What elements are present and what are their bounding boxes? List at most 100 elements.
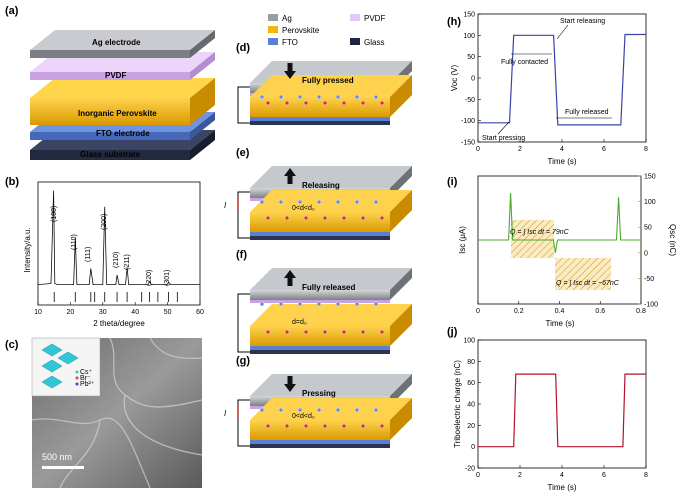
legend-br: Br⁻ (80, 375, 91, 382)
positive-charge (379, 215, 385, 221)
voc-ytick-label: -50 (465, 97, 475, 104)
qsc-ytick-label: -50 (644, 276, 654, 283)
isc-ticks: 0 0.2 0.4 0.6 0.8-100 -50 0 50 100 150 (476, 174, 658, 316)
negative-charge (259, 94, 265, 100)
arrow-down-icon-g (284, 376, 296, 392)
fto-swatch (268, 38, 278, 45)
glass-substrate-label: Glass substrate (80, 150, 141, 159)
charge-ytick-label: 80 (467, 359, 475, 366)
positive-charge (265, 329, 271, 335)
charge-xtick-label: 0 (476, 472, 480, 479)
pvdf-layer-front (30, 72, 190, 80)
negative-charge (373, 407, 379, 413)
arrow-up-icon-f (284, 270, 296, 286)
fto-strip-d (250, 117, 390, 121)
glass-layer-side (190, 130, 215, 160)
perovskite-block-g-front (250, 420, 390, 440)
negative-charge (335, 301, 341, 307)
charge-ylabel: Triboelectric charge (nC) (453, 360, 462, 448)
voc-xtick-label: 0 (476, 146, 480, 153)
negative-charge (354, 94, 360, 100)
pb-dot-icon (75, 382, 79, 386)
state-label-e: Releasing (302, 181, 340, 190)
perovskite-block-e-front (250, 212, 390, 232)
arrow-down-icon-d (284, 63, 296, 79)
current-label-g: I (224, 409, 227, 418)
panel-d-label: (d) (236, 42, 250, 54)
xrd-xtick-label: 60 (196, 309, 204, 316)
fully-contacted-label: Fully contacted (501, 59, 548, 66)
fto-layer-side (190, 112, 215, 140)
positive-charge (360, 100, 366, 106)
negative-charge (297, 94, 303, 100)
panel-i-label: (i) (447, 176, 458, 188)
positive-charge (322, 329, 328, 335)
positive-charge (322, 423, 328, 429)
negative-charge (278, 301, 284, 307)
scale-bar-label: 500 nm (42, 452, 72, 462)
negative-charge (259, 199, 265, 205)
ag-block-f-side (390, 268, 412, 300)
glass-strip-d (250, 121, 390, 125)
isc-xtick-label: 0.2 (514, 308, 524, 315)
qsc-ytick-label: 50 (644, 225, 652, 232)
perovskite-block-d-side (390, 75, 412, 117)
perovskite-block-g-side (390, 398, 412, 440)
negative-charge (297, 301, 303, 307)
legend-glass: Glass (364, 38, 384, 47)
glass-layer-front (30, 150, 190, 160)
external-circuit-d (237, 86, 250, 124)
qsc-ytick-label: -100 (644, 302, 658, 309)
sem-grain-boundaries (31, 337, 203, 489)
gap-label-g: 0<d<d₀ (292, 413, 315, 420)
start-pressing-arrow (497, 121, 510, 135)
panel-c: (c) Cs⁺ Br⁻ Pb²⁺ 500 nm (5, 337, 203, 489)
negative-charge (373, 199, 379, 205)
ag-electrode-label: Ag electrode (92, 38, 141, 47)
peak-111: (111) (85, 247, 92, 262)
charge-frame (477, 339, 647, 469)
positive-charge (360, 215, 366, 221)
perovskite-block-f-front (250, 326, 390, 346)
negative-charge (316, 301, 322, 307)
integral-negative: Q = ∫ Isc dt = −67nC (556, 280, 620, 287)
pvdf-strip-f (250, 300, 390, 303)
charge-xlabel: Time (s) (547, 483, 576, 492)
start-releasing-label: Start releasing (560, 18, 605, 25)
peak-100: (100) (51, 206, 58, 222)
voc-ytick-label: -150 (461, 140, 475, 147)
ag-swatch (268, 14, 278, 21)
voc-ytick-label: -100 (461, 118, 475, 125)
perovskite-block-e-top (250, 190, 412, 212)
charge-area-positive (511, 220, 554, 258)
external-circuit-e (237, 191, 250, 239)
voc-xlabel: Time (s) (547, 157, 576, 166)
positive-charge (265, 423, 271, 429)
xrd-xtick-label: 40 (131, 309, 139, 316)
negative-charge (373, 301, 379, 307)
positive-charge (341, 215, 347, 221)
start-releasing-arrow (556, 24, 569, 40)
xrd-ylabel: Intensity/a.u. (23, 227, 32, 272)
positive-charge (303, 423, 309, 429)
positive-charge (322, 215, 328, 221)
positive-charge (360, 423, 366, 429)
panel-j-label: (j) (447, 326, 458, 338)
xrd-xticks: 10 20 30 40 50 60 (34, 302, 204, 316)
isc-curve (478, 193, 641, 253)
panel-h: (h) Voc (V) Time (s) 0 2 4 6 8 -150 -100 -50 0 50… (447, 12, 648, 167)
positive-charge (284, 100, 290, 106)
negative-charge (354, 407, 360, 413)
positive-charge (379, 423, 385, 429)
stack-d: (d) Fully pressed (236, 42, 412, 125)
peak-200: (200) (101, 214, 108, 230)
charge-ytick-label: -20 (465, 466, 475, 473)
positive-charge (341, 100, 347, 106)
material-legend: Ag PVDF Perovskite FTO Glass (268, 14, 385, 47)
positive-charge (322, 100, 328, 106)
isc-xtick-label: 0 (476, 308, 480, 315)
voc-ytick-label: 100 (463, 33, 475, 40)
panel-a: (a) Ag electrode PVDF Inorganic Perovski… (5, 5, 215, 160)
